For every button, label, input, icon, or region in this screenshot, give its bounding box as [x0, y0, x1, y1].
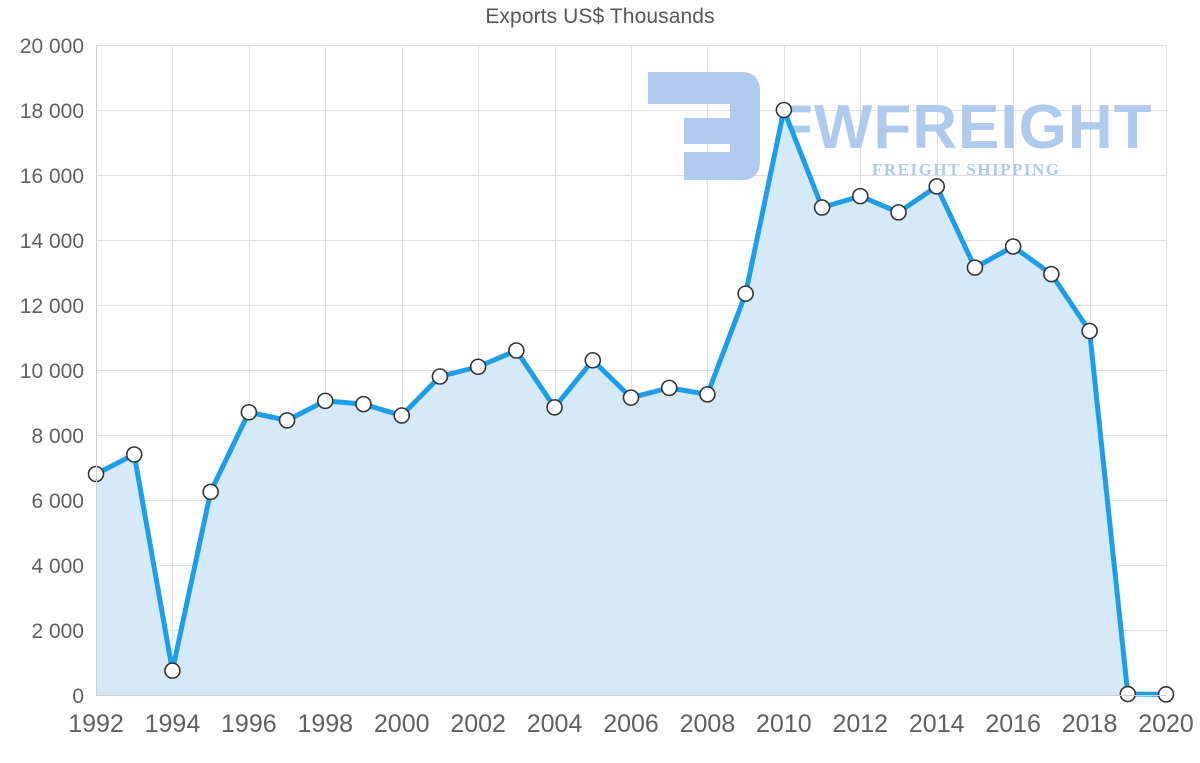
watermark-tagline: FREIGHT SHIPPING	[872, 160, 1061, 179]
x-axis-tick-label: 2000	[374, 710, 430, 738]
y-axis-tick-label: 0	[72, 685, 84, 708]
watermark: FWFREIGHT FREIGHT SHIPPING	[648, 72, 1153, 180]
data-point-marker[interactable]	[508, 342, 525, 359]
data-point-marker[interactable]	[966, 259, 984, 276]
x-axis-tick-label: 2014	[909, 710, 965, 738]
y-axis-tick-label: 14 000	[20, 230, 84, 253]
data-point-markers	[87, 101, 1175, 703]
y-axis-tick-label: 18 000	[20, 100, 84, 123]
data-point-marker[interactable]	[355, 395, 372, 413]
data-point-marker[interactable]	[1157, 686, 1175, 703]
y-axis-tick-labels: 0 2 000 4 000 6 000 8 000 10 000 12 000 14 000 1…	[20, 35, 84, 708]
y-axis-tick-label: 2 000	[31, 620, 84, 643]
x-axis-tick-label: 2020	[1138, 710, 1194, 738]
watermark-brand: FWFREIGHT	[775, 93, 1153, 162]
data-point-marker[interactable]	[1119, 685, 1137, 703]
x-axis-tick-label: 1992	[68, 710, 124, 738]
y-axis-tick-label: 6 000	[31, 490, 84, 513]
data-point-marker[interactable]	[202, 483, 219, 501]
chart-title: Exports US$ Thousands	[485, 5, 715, 28]
axes	[95, 45, 1166, 697]
data-point-marker[interactable]	[1081, 322, 1098, 340]
data-point-marker[interactable]	[775, 101, 793, 119]
data-point-marker[interactable]	[316, 392, 334, 410]
data-point-marker[interactable]	[393, 407, 411, 424]
x-axis-tick-label: 2012	[832, 710, 888, 738]
data-point-marker[interactable]	[240, 403, 258, 421]
x-axis-tick-label: 2018	[1062, 710, 1118, 738]
x-axis-tick-label: 2006	[603, 710, 659, 738]
y-axis-tick-label: 20 000	[20, 35, 84, 58]
data-point-marker[interactable]	[737, 285, 754, 302]
x-axis-tick-labels: 1992 1994 1996 1998 2000 2002 2004 2006 2008 2010…	[68, 710, 1194, 738]
y-axis-tick-label: 12 000	[20, 295, 84, 318]
data-point-marker[interactable]	[813, 199, 831, 216]
x-axis-tick-label: 1994	[145, 710, 201, 738]
data-point-marker[interactable]	[851, 187, 869, 205]
data-point-marker[interactable]	[584, 351, 602, 369]
x-axis-tick-label: 2004	[527, 710, 583, 738]
x-axis-tick-label: 2010	[756, 710, 812, 738]
x-axis-tick-label: 2008	[680, 710, 736, 738]
data-point-marker[interactable]	[1004, 238, 1022, 255]
x-axis-tick-label: 1996	[221, 710, 277, 738]
data-point-marker[interactable]	[125, 446, 143, 463]
data-series	[87, 101, 1175, 703]
data-point-marker[interactable]	[1043, 265, 1060, 283]
x-axis-tick-label: 2002	[450, 710, 506, 738]
y-axis-tick-label: 8 000	[31, 425, 84, 448]
data-point-marker[interactable]	[928, 178, 946, 195]
y-axis-tick-label: 4 000	[31, 555, 84, 578]
data-point-marker[interactable]	[546, 399, 563, 416]
data-point-marker[interactable]	[890, 204, 907, 221]
x-axis-tick-label: 1998	[297, 710, 353, 738]
data-point-marker[interactable]	[622, 389, 640, 406]
y-axis-tick-label: 10 000	[20, 360, 84, 383]
data-point-marker[interactable]	[660, 379, 678, 397]
data-point-marker[interactable]	[431, 368, 449, 385]
data-point-marker[interactable]	[164, 662, 181, 679]
fw-logo-icon	[648, 72, 760, 180]
x-axis-tick-label: 2016	[985, 710, 1041, 738]
data-point-marker[interactable]	[278, 412, 296, 429]
data-point-marker[interactable]	[469, 358, 487, 376]
y-axis-tick-label: 16 000	[20, 165, 84, 188]
data-point-marker[interactable]	[699, 386, 716, 403]
